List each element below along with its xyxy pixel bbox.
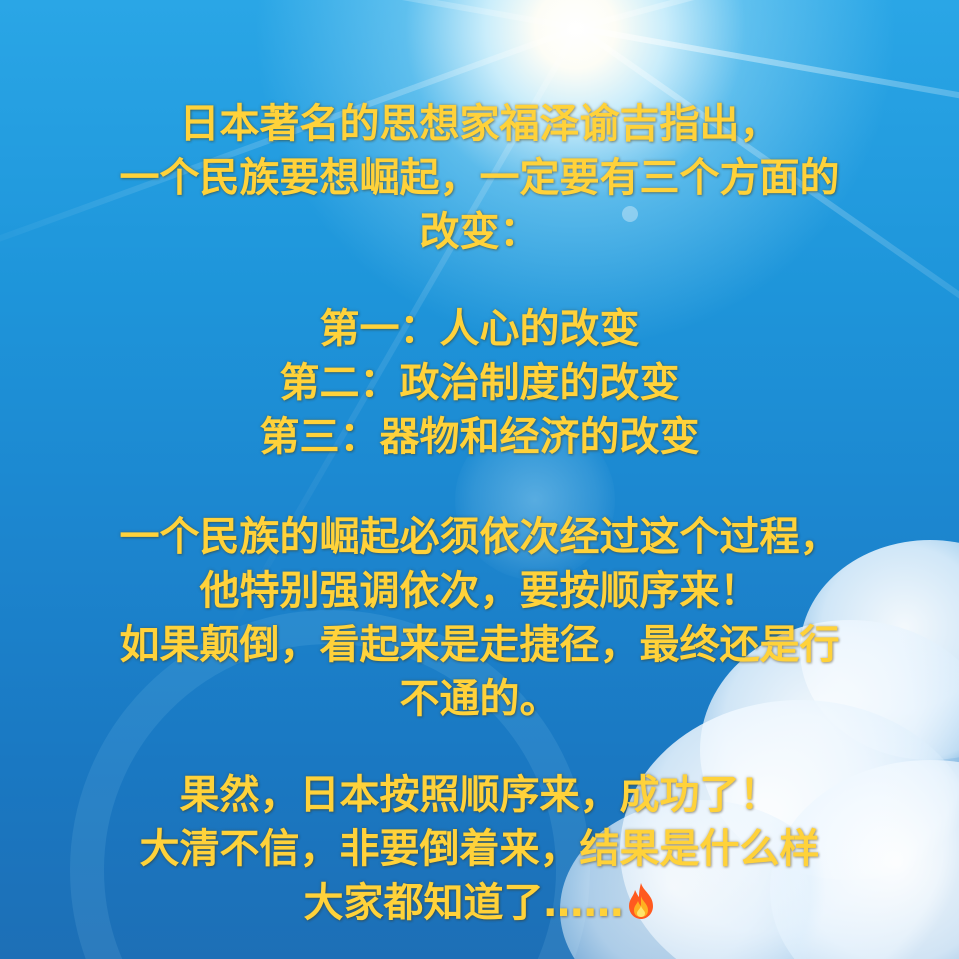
text-line: 第一：人心的改变 — [319, 306, 640, 352]
sun-ray — [577, 0, 959, 31]
text-line: 改变： — [419, 209, 540, 255]
fire-icon — [626, 880, 656, 919]
text-line-content: 大家都知道了…… — [303, 880, 624, 926]
lens-flare — [455, 420, 615, 580]
text-line: 他特别强调依次，要按顺序来！ — [199, 568, 760, 614]
text-line: 日本著名的思想家福泽谕吉指出， — [179, 101, 780, 147]
text-line: 大清不信，非要倒着来，结果是什么样 — [139, 826, 820, 872]
text-line: 不通的。 — [399, 676, 560, 722]
text-line: 一个民族的崛起必须依次经过这个过程， — [119, 514, 840, 560]
text-line: 果然，日本按照顺序来，成功了！ — [179, 772, 780, 818]
sun-ray — [0, 0, 579, 31]
text-line: 第三：器物和经济的改变 — [259, 414, 700, 460]
text-line: 一个民族要想崛起，一定要有三个方面的 — [119, 155, 840, 201]
lens-flare — [622, 206, 638, 222]
text-line: 如果颠倒，看起来是走捷径，最终还是行 — [119, 622, 840, 668]
text-line: 第二：政治制度的改变 — [279, 360, 680, 406]
text-line-last: 大家都知道了…… — [0, 876, 959, 930]
